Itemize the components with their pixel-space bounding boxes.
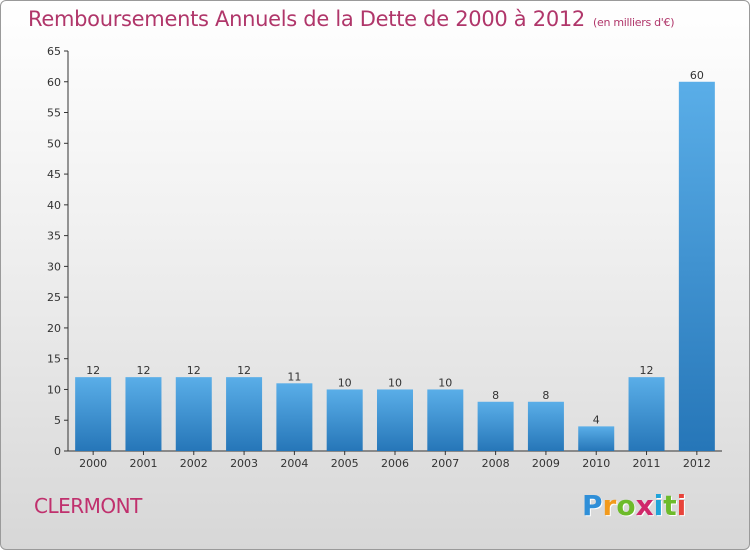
bar-2010 <box>578 426 615 451</box>
x-tick-label: 2010 <box>582 457 610 470</box>
bar-2012 <box>678 81 715 452</box>
bar-2011 <box>628 377 665 451</box>
bar-2008 <box>477 401 514 451</box>
chart-subtitle: (en milliers d'€) <box>593 16 675 29</box>
bars <box>75 81 715 452</box>
x-tick-label: 2002 <box>180 457 208 470</box>
data-label: 12 <box>86 364 100 377</box>
y-tick-label: 60 <box>47 76 61 89</box>
logo-letter: t <box>663 489 677 522</box>
data-label: 12 <box>237 364 251 377</box>
bar-2002 <box>175 377 212 451</box>
y-tick-label: 55 <box>47 107 61 120</box>
data-label: 4 <box>593 413 600 426</box>
logo-letter: i <box>676 489 687 522</box>
x-tick-label: 2005 <box>331 457 359 470</box>
bar-2007 <box>427 389 464 451</box>
bar-2005 <box>326 389 363 451</box>
y-tick-label: 40 <box>47 199 61 212</box>
commune-name: CLERMONT <box>34 494 142 518</box>
logo-letter: r <box>602 489 617 522</box>
axes: 0 5 10 15 20 25 30 35 40 45 50 55 60 65 2000 2001 2002 20… <box>47 45 722 470</box>
x-tick-label: 2008 <box>482 457 510 470</box>
data-label: 12 <box>640 364 654 377</box>
y-tick-label: 50 <box>47 137 61 150</box>
data-label: 12 <box>187 364 201 377</box>
logo-letter: P <box>582 489 603 522</box>
y-tick-label: 15 <box>47 353 61 366</box>
bar-2006 <box>377 389 413 451</box>
x-tick-label: 2000 <box>79 457 107 470</box>
x-tick-label: 2011 <box>633 457 661 470</box>
y-tick-label: 45 <box>47 168 61 181</box>
data-label: 10 <box>388 376 402 389</box>
x-tick-label: 2004 <box>280 457 308 470</box>
bar-2003 <box>226 377 263 451</box>
proxiti-logo: Proxiti <box>582 489 686 522</box>
y-tick-label: 65 <box>47 45 61 58</box>
chart-title-text: Remboursements Annuels de la Dette de 20… <box>28 7 585 31</box>
logo-letter: o <box>616 489 636 522</box>
y-tick-label: 5 <box>54 414 61 427</box>
y-tick-label: 35 <box>47 230 61 243</box>
x-tick-label: 2012 <box>683 457 711 470</box>
data-label: 8 <box>542 389 549 402</box>
x-tick-label: 2006 <box>381 457 409 470</box>
logo-letter: i <box>653 489 664 522</box>
x-tick-label: 2003 <box>230 457 258 470</box>
data-label: 60 <box>690 69 704 82</box>
y-tick-label: 20 <box>47 322 61 335</box>
bar-2000 <box>75 377 112 451</box>
logo-letter: x <box>635 489 654 522</box>
bar-2001 <box>125 377 162 451</box>
data-labels: 12 12 12 12 11 10 10 10 8 8 4 12 60 <box>86 69 704 427</box>
x-tick-label: 2007 <box>431 457 459 470</box>
chart-title: Remboursements Annuels de la Dette de 20… <box>28 7 674 31</box>
y-tick-label: 30 <box>47 260 61 273</box>
x-tick-label: 2009 <box>532 457 560 470</box>
data-label: 12 <box>136 364 150 377</box>
data-label: 8 <box>492 389 499 402</box>
bar-2009 <box>527 401 564 451</box>
data-label: 10 <box>438 376 452 389</box>
bar-2004 <box>276 383 313 451</box>
x-tick-label: 2001 <box>129 457 157 470</box>
data-label: 11 <box>287 370 301 383</box>
y-tick-label: 0 <box>54 445 61 458</box>
y-tick-label: 25 <box>47 291 61 304</box>
data-label: 10 <box>338 376 352 389</box>
y-tick-label: 10 <box>47 383 61 396</box>
